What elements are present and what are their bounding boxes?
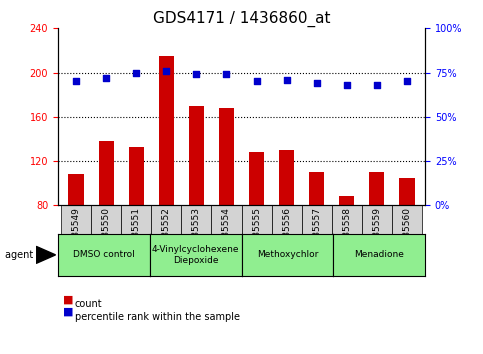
Bar [151, 205, 181, 276]
Bar [271, 205, 302, 276]
Bar [91, 205, 121, 276]
Bar [61, 205, 91, 276]
Point [343, 82, 351, 88]
Bar [399, 178, 414, 294]
Point [403, 79, 411, 84]
Bar [219, 108, 234, 294]
Bar [249, 152, 264, 294]
Bar [339, 196, 355, 294]
Bar [181, 205, 212, 276]
Point [313, 80, 321, 86]
Bar [302, 205, 332, 276]
Point [193, 72, 200, 77]
Bar [242, 205, 271, 276]
Text: count: count [75, 299, 102, 309]
Point [132, 70, 140, 75]
Point [253, 79, 260, 84]
Bar [392, 205, 422, 276]
Bar [69, 175, 84, 294]
Point [72, 79, 80, 84]
Bar [121, 205, 151, 276]
Bar [362, 205, 392, 276]
Text: DMSO control: DMSO control [73, 250, 135, 259]
Point [102, 75, 110, 81]
Bar [279, 150, 294, 294]
Bar [332, 205, 362, 276]
Bar [189, 106, 204, 294]
Bar [159, 56, 174, 294]
Bar [128, 147, 144, 294]
Text: percentile rank within the sample: percentile rank within the sample [75, 312, 240, 322]
Text: ■: ■ [63, 307, 73, 317]
Text: agent: agent [5, 250, 36, 260]
Point [223, 72, 230, 77]
Bar [212, 205, 242, 276]
Title: GDS4171 / 1436860_at: GDS4171 / 1436860_at [153, 11, 330, 27]
Point [373, 82, 381, 88]
Text: ■: ■ [63, 295, 73, 305]
Polygon shape [36, 246, 56, 263]
Bar [99, 141, 114, 294]
Point [162, 68, 170, 74]
Text: Menadione: Menadione [354, 250, 404, 259]
Bar [309, 172, 324, 294]
Bar [369, 172, 384, 294]
Text: 4-Vinylcyclohexene
Diepoxide: 4-Vinylcyclohexene Diepoxide [152, 245, 240, 264]
Point [283, 77, 290, 82]
Text: Methoxychlor: Methoxychlor [256, 250, 318, 259]
